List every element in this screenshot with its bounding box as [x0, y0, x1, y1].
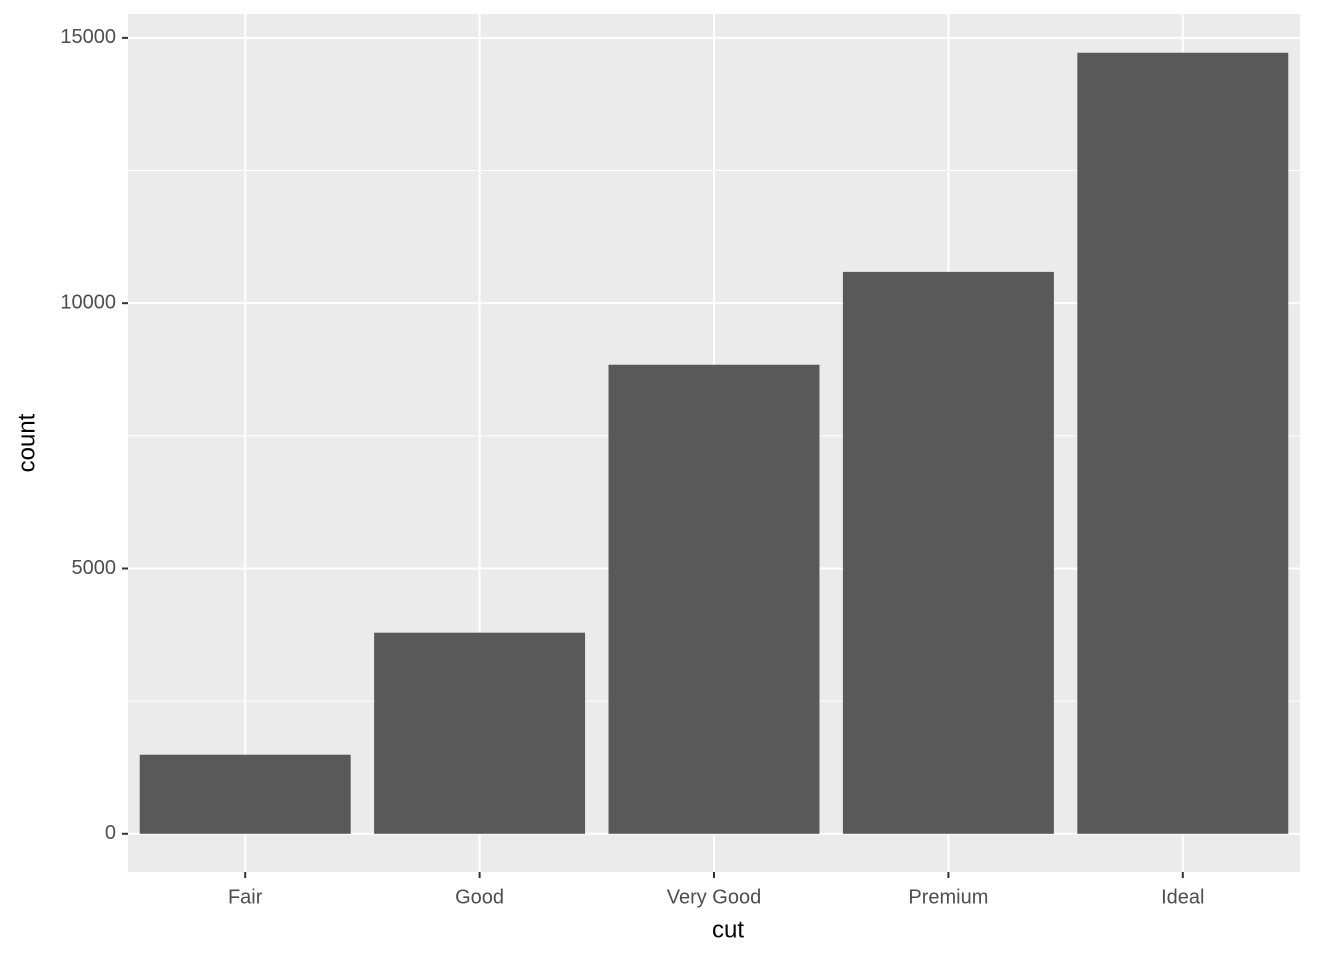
- y-axis-title: count: [13, 413, 40, 472]
- bar: [1077, 52, 1289, 834]
- x-tick-label: Good: [455, 886, 504, 908]
- x-tick-label: Premium: [908, 886, 988, 908]
- y-tick-label: 0: [105, 822, 116, 844]
- bar: [139, 754, 351, 834]
- bars: [139, 52, 1289, 834]
- bar: [842, 271, 1054, 834]
- x-tick-label: Ideal: [1161, 886, 1204, 908]
- y-tick-label: 5000: [72, 557, 117, 579]
- x-axis-title: cut: [712, 916, 744, 943]
- y-tick-label: 15000: [60, 26, 116, 48]
- bar: [374, 632, 586, 834]
- y-tick-label: 10000: [60, 291, 116, 313]
- bar: [608, 364, 820, 834]
- x-tick-label: Fair: [228, 886, 263, 908]
- x-tick-label: Very Good: [667, 886, 762, 908]
